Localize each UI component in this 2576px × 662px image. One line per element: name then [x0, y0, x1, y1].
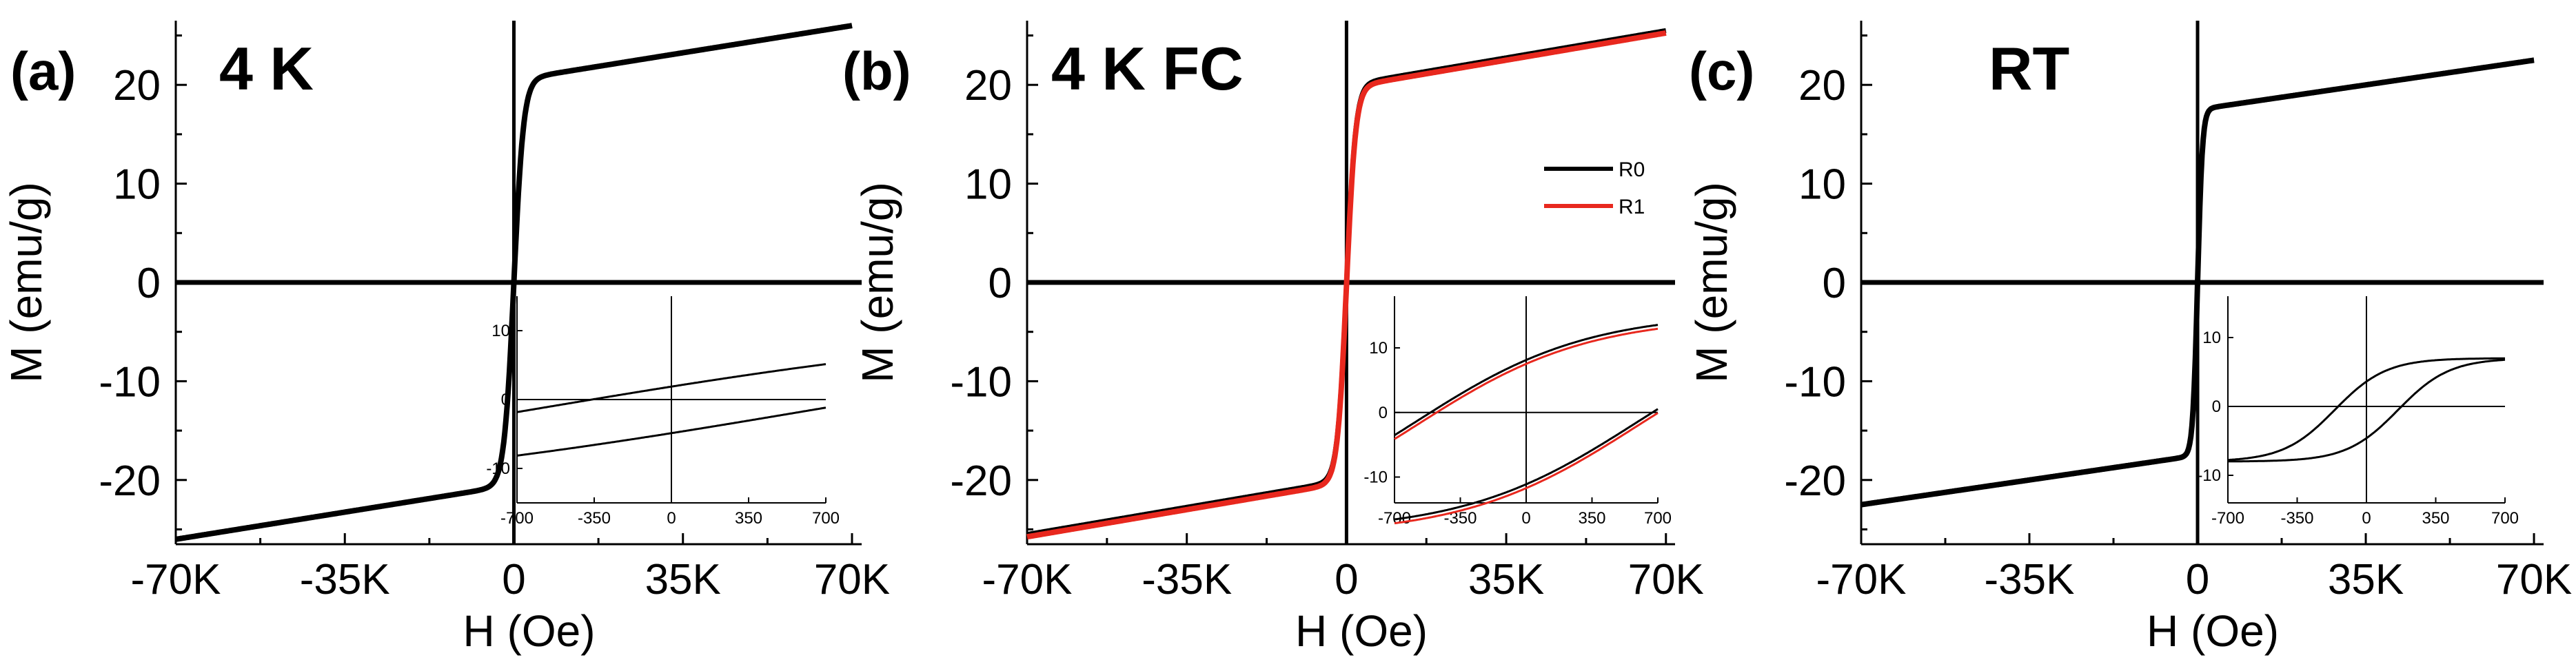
x-tick-label: 70K — [814, 556, 890, 603]
inset-x-tick-label: 350 — [1578, 509, 1605, 528]
inset-y-tick-label: 10 — [491, 322, 510, 340]
y-tick-label: 10 — [113, 161, 161, 209]
inset-y-tick-label: 10 — [2202, 329, 2221, 347]
legend-label-r0: R0 — [1619, 158, 1645, 181]
inset-x-tick-label: -700 — [500, 509, 534, 528]
y-tick-label: -10 — [1784, 358, 1846, 406]
x-tick-label: 70K — [2496, 556, 2572, 603]
inset-y-tick-label: 0 — [2212, 397, 2221, 416]
y-tick-label: 0 — [137, 260, 161, 307]
inset-loop-lower-r1 — [1394, 412, 1659, 525]
x-tick-label: -70K — [131, 556, 221, 603]
y-axis-title: M (emu/g) — [1, 182, 51, 383]
x-tick-label: 35K — [1468, 556, 1544, 603]
inset-x-tick-label: 0 — [2362, 509, 2371, 528]
legend-label-r1: R1 — [1619, 196, 1645, 218]
x-tick-label: -35K — [300, 556, 390, 603]
panel-title: 4 K — [219, 34, 314, 103]
inset-loop-lower-m(h) — [2228, 358, 2506, 463]
inset-plot: -10 0 10 -700 -350 0 350 700 — [2197, 296, 2519, 528]
inset-y-tick-label: -10 — [486, 459, 510, 478]
series-line-m(h) — [1860, 57, 2535, 508]
inset-y-tick-label: 0 — [1379, 404, 1388, 422]
panel-b: -20 -10 0 10 20 -70K -35K 0 35K 70K H (Oe) M (emu/g… — [842, 21, 1704, 656]
x-tick-label: 35K — [645, 556, 721, 603]
inset-x-tick-label: 350 — [2422, 509, 2449, 528]
x-tick-label: 0 — [2186, 556, 2209, 603]
inset-y-tick-label: 0 — [501, 391, 510, 409]
inset-y-tick-label: -10 — [1363, 468, 1388, 487]
y-tick-label: 10 — [1798, 161, 1846, 209]
panel-letter: (c) — [1689, 41, 1754, 101]
panel-c: -20 -10 0 10 20 -70K -35K 0 35K 70K H (Oe) M (emu/g… — [1687, 21, 2572, 656]
inset-x-tick-label: -700 — [2211, 509, 2244, 528]
y-tick-label: -10 — [950, 358, 1012, 406]
inset-x-tick-label: 0 — [667, 509, 676, 528]
inset-loop-upper-r1 — [1394, 327, 1659, 440]
inset-x-tick-label: 700 — [812, 509, 840, 528]
inset-loop-lower-m(h) — [516, 406, 826, 457]
y-tick-label: 0 — [988, 260, 1012, 307]
x-axis-title: H (Oe) — [1295, 606, 1428, 656]
panel-title: 4 K FC — [1051, 34, 1244, 103]
panel-a: -20 -10 0 10 20 -70K -35K 0 35K 70K H (Oe) M (emu/g… — [1, 21, 890, 656]
y-tick-label: 20 — [964, 62, 1012, 110]
x-axis-title: H (Oe) — [463, 606, 596, 656]
x-tick-label: -35K — [1142, 556, 1232, 603]
inset-loop-upper-r0 — [1394, 324, 1659, 437]
y-tick-label: -20 — [950, 457, 1012, 505]
x-tick-label: -70K — [1816, 556, 1907, 603]
y-axis-title: M (emu/g) — [1687, 182, 1736, 383]
inset-x-tick-label: 700 — [2491, 509, 2519, 528]
panel-title: RT — [1989, 34, 2069, 103]
panel-letter: (b) — [842, 41, 911, 101]
x-tick-label: 70K — [1628, 556, 1704, 603]
inset-x-tick-label: -350 — [2280, 509, 2313, 528]
inset-x-tick-label: 0 — [1521, 509, 1530, 528]
inset-y-tick-label: 10 — [1369, 339, 1388, 358]
x-tick-label: 0 — [502, 556, 525, 603]
x-axis-title: H (Oe) — [2147, 606, 2279, 656]
y-axis-title: M (emu/g) — [853, 182, 902, 383]
panel-letter: (a) — [10, 41, 76, 101]
series-line-m(h) — [175, 23, 853, 542]
x-tick-label: -35K — [1985, 556, 2075, 603]
inset-y-tick-label: -10 — [2197, 466, 2221, 485]
y-tick-label: -10 — [99, 358, 161, 406]
inset-x-tick-label: -350 — [578, 509, 611, 528]
inset-plot: -10 0 10 -700 -350 0 350 700 — [486, 296, 840, 528]
y-tick-label: 20 — [113, 62, 161, 110]
y-tick-label: 0 — [1823, 260, 1846, 307]
inset-loop-lower-r0 — [1394, 408, 1659, 521]
x-tick-label: -70K — [982, 556, 1073, 603]
inset-x-tick-label: -350 — [1443, 509, 1477, 528]
y-tick-label: -20 — [99, 457, 161, 505]
inset-loop-upper-m(h) — [2227, 357, 2505, 462]
x-tick-label: 35K — [2328, 556, 2404, 603]
inset-x-tick-label: 350 — [735, 509, 762, 528]
inset-x-tick-label: 700 — [1644, 509, 1672, 528]
series-line-r1 — [1026, 30, 1667, 540]
y-tick-label: -20 — [1784, 457, 1846, 505]
x-tick-label: 0 — [1335, 556, 1358, 603]
y-tick-label: 20 — [1798, 62, 1846, 110]
y-tick-label: 10 — [964, 161, 1012, 209]
inset-loop-upper-m(h) — [516, 363, 826, 413]
